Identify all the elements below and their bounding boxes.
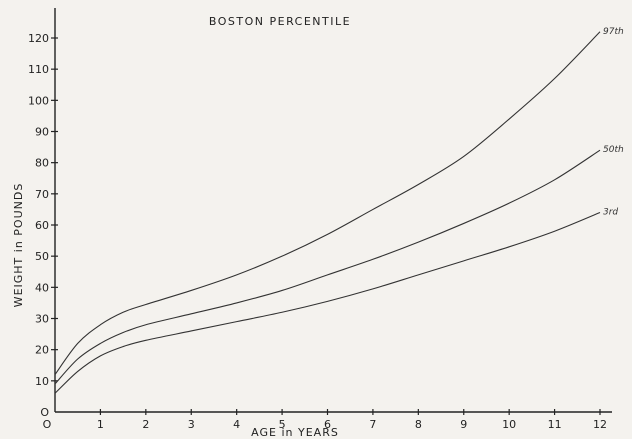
x-tick-label: 7 [369,418,376,431]
y-tick-label: 90 [35,126,49,139]
y-tick-label: 80 [35,157,49,170]
y-tick-label: 10 [35,375,49,388]
y-tick-label: 50 [35,250,49,263]
y-tick-label: 120 [28,32,49,45]
y-tick-label: 60 [35,219,49,232]
series-labels: 97th 50th 3rd [603,27,624,218]
chart-title: BOSTON PERCENTILE [209,15,351,28]
x-tick-label: 1 [97,418,104,431]
x-axis-ticks: O 1 2 3 4 5 6 7 8 9 10 11 12 [43,409,607,431]
x-tick-label: 3 [188,418,195,431]
series-label-50th: 50th [603,145,624,155]
y-tick-label: 20 [35,344,49,357]
series-line-97th [54,31,601,375]
series-line-3rd [54,212,601,394]
x-tick-label: 4 [233,418,240,431]
x-tick-label: 2 [142,418,149,431]
y-axis-title: WEIGHT in POUNDS [12,183,25,308]
x-tick-label: O [43,418,52,431]
y-tick-label: 40 [35,281,49,294]
y-tick-label: 70 [35,188,49,201]
x-tick-label: 9 [460,418,467,431]
y-tick-label: O [40,406,49,419]
x-tick-label: 10 [502,418,516,431]
y-axis-ticks: O 10 20 30 40 50 60 70 80 90 100 110 120 [28,32,58,419]
chart-axes [54,8,612,413]
x-tick-label: 5 [279,418,286,431]
x-axis-title: AGE in YEARS [251,426,339,439]
x-tick-label: 8 [415,418,422,431]
series-label-3rd: 3rd [603,208,618,218]
y-tick-label: 30 [35,313,49,326]
series-lines [54,31,601,394]
y-tick-label: 110 [28,63,49,76]
y-tick-label: 100 [28,94,49,107]
series-label-97th: 97th [603,27,624,37]
x-tick-label: 12 [593,418,607,431]
x-tick-label: 11 [548,418,562,431]
series-line-50th [54,149,601,385]
x-tick-label: 6 [324,418,331,431]
